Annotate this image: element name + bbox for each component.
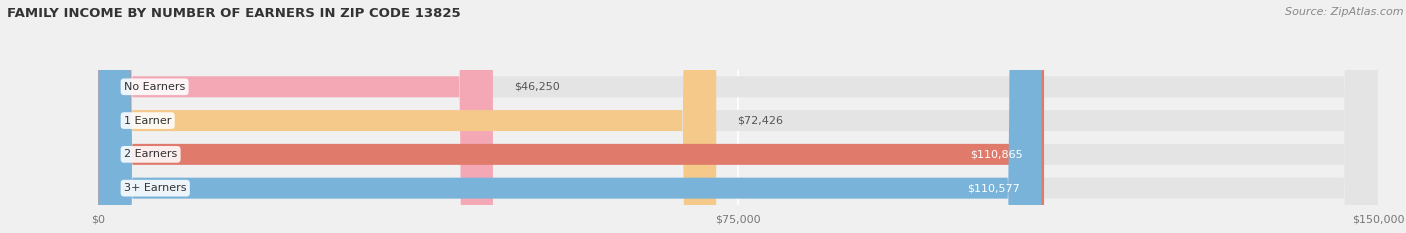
FancyBboxPatch shape: [98, 0, 1042, 233]
Text: 1 Earner: 1 Earner: [124, 116, 172, 126]
Text: $46,250: $46,250: [515, 82, 560, 92]
Text: Source: ZipAtlas.com: Source: ZipAtlas.com: [1285, 7, 1403, 17]
Text: $110,865: $110,865: [970, 149, 1022, 159]
Text: No Earners: No Earners: [124, 82, 186, 92]
FancyBboxPatch shape: [98, 0, 716, 233]
Text: 3+ Earners: 3+ Earners: [124, 183, 187, 193]
Text: FAMILY INCOME BY NUMBER OF EARNERS IN ZIP CODE 13825: FAMILY INCOME BY NUMBER OF EARNERS IN ZI…: [7, 7, 461, 20]
FancyBboxPatch shape: [98, 0, 1378, 233]
Text: 2 Earners: 2 Earners: [124, 149, 177, 159]
FancyBboxPatch shape: [98, 0, 1378, 233]
FancyBboxPatch shape: [98, 0, 494, 233]
Text: $110,577: $110,577: [967, 183, 1021, 193]
Text: $72,426: $72,426: [738, 116, 783, 126]
FancyBboxPatch shape: [98, 0, 1378, 233]
FancyBboxPatch shape: [98, 0, 1045, 233]
FancyBboxPatch shape: [98, 0, 1378, 233]
